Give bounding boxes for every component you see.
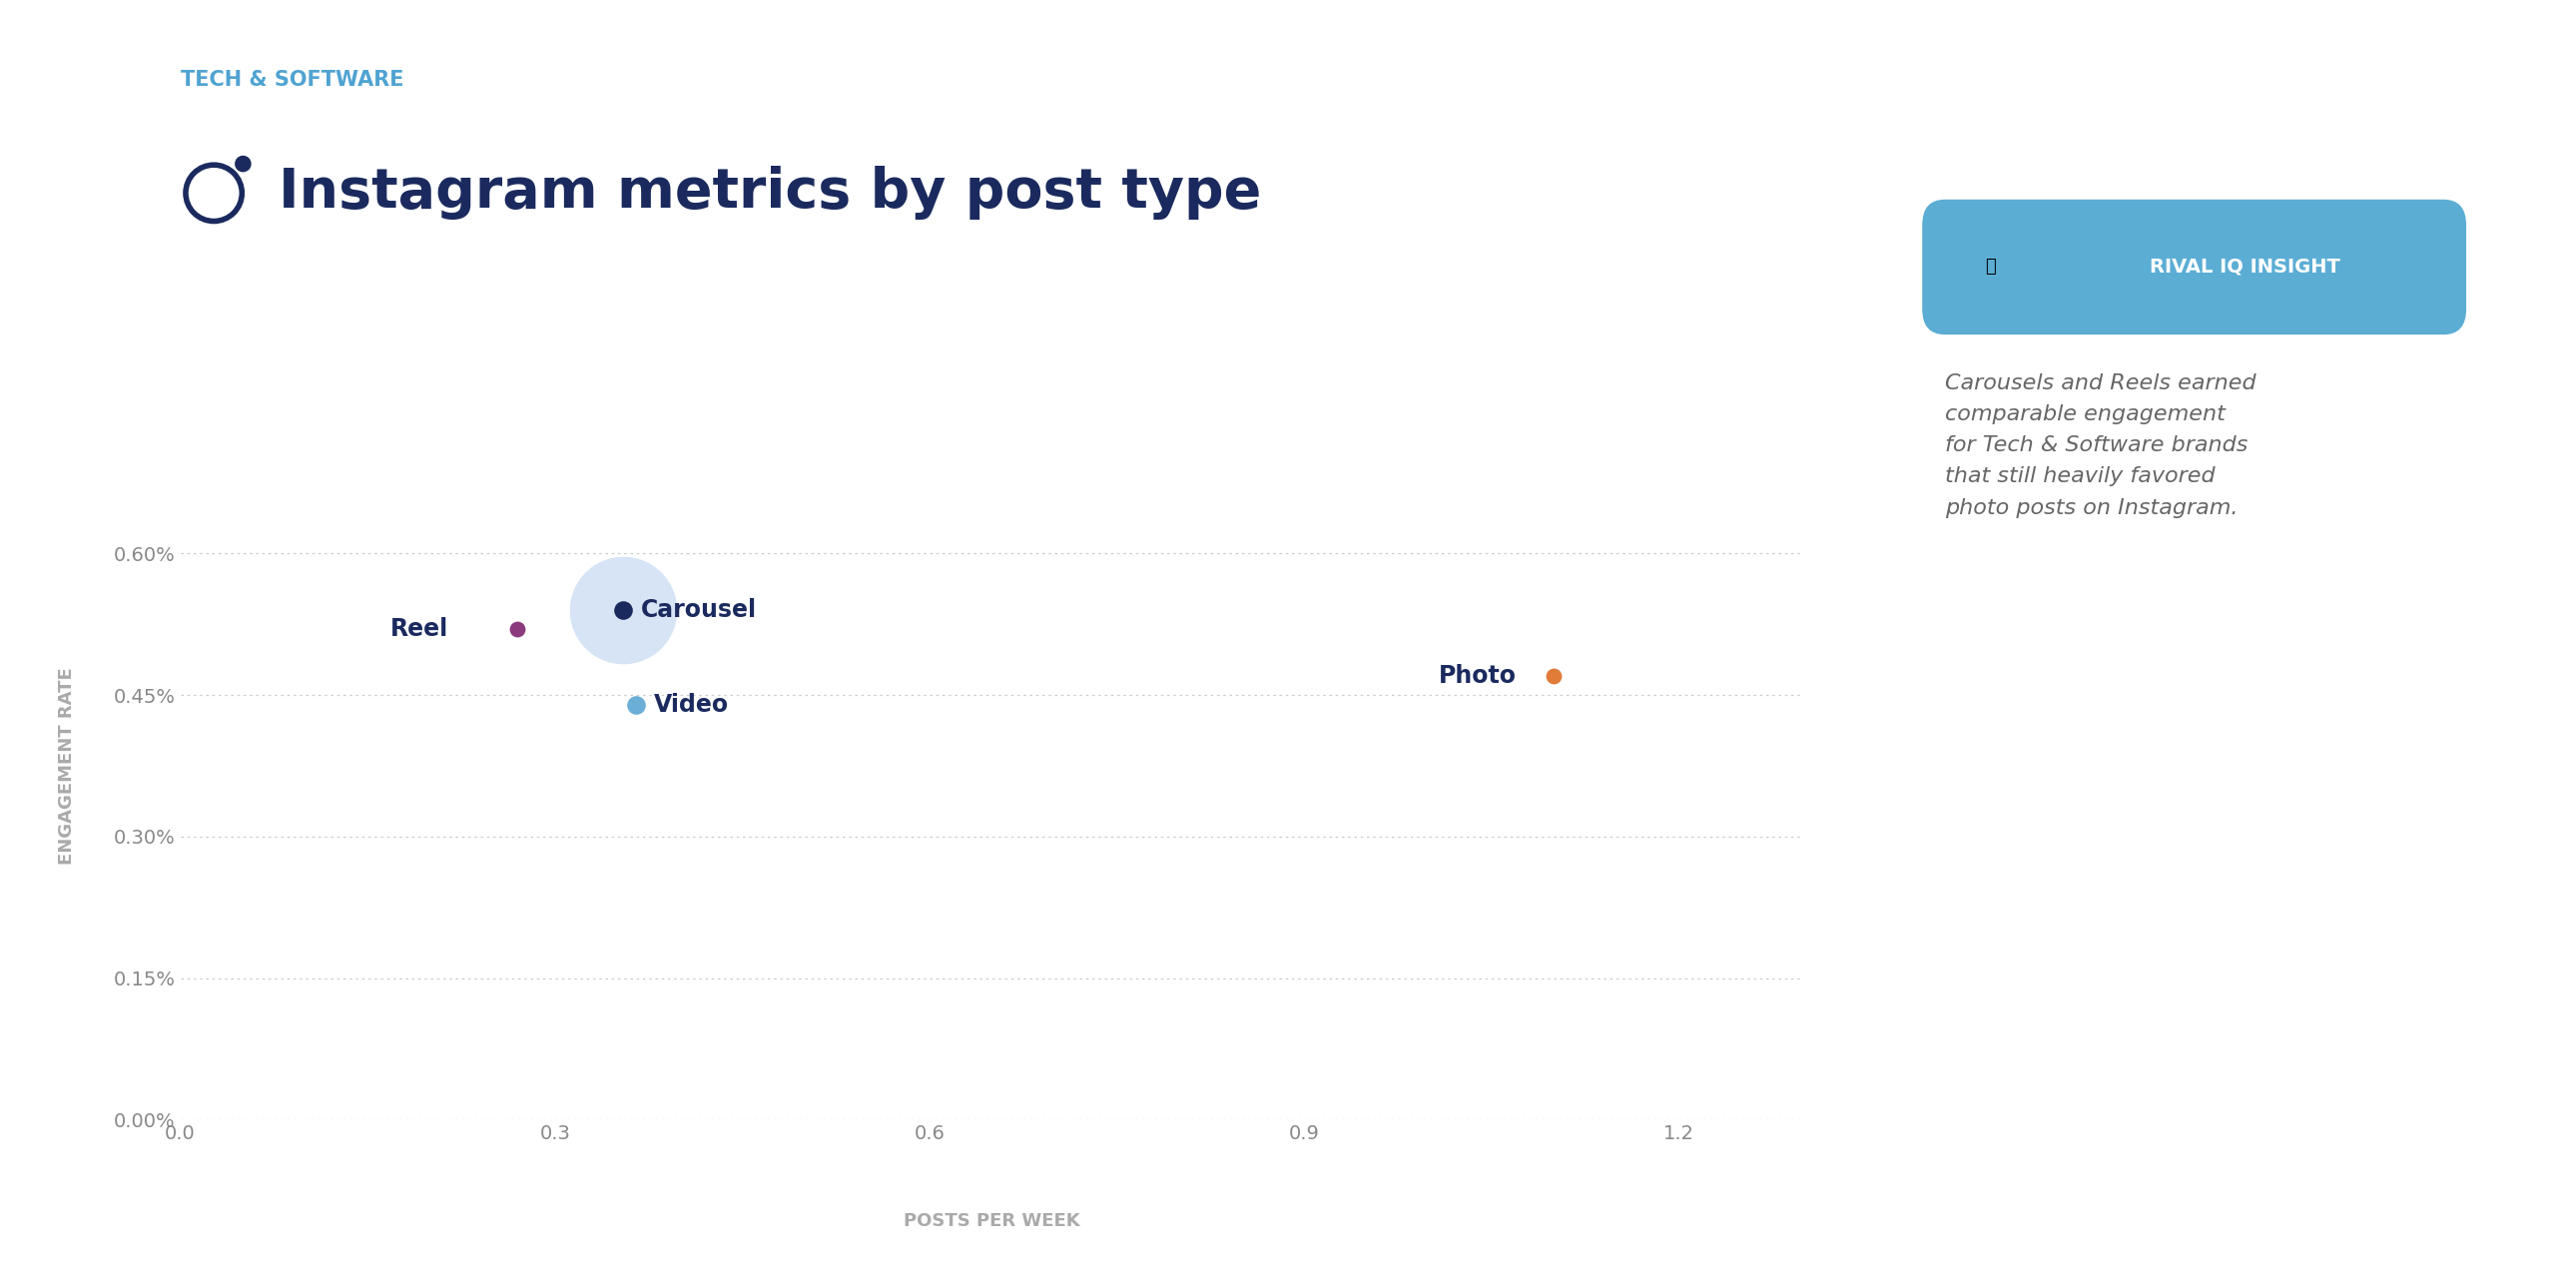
- Circle shape: [234, 156, 250, 171]
- Text: Carousel: Carousel: [641, 598, 757, 622]
- Text: Reel: Reel: [392, 616, 448, 641]
- Text: Instagram metrics by post type: Instagram metrics by post type: [278, 166, 1260, 220]
- Text: RIVAL IQ INSIGHT: RIVAL IQ INSIGHT: [2151, 257, 2342, 277]
- Text: Video: Video: [654, 692, 729, 717]
- Text: 💡: 💡: [1986, 259, 1996, 275]
- Point: [603, 600, 644, 620]
- Text: Carousels and Reels earned
comparable engagement
for Tech & Software brands
that: Carousels and Reels earned comparable en…: [1945, 373, 2257, 517]
- FancyBboxPatch shape: [1922, 199, 2465, 335]
- Text: TECH & SOFTWARE: TECH & SOFTWARE: [180, 69, 404, 90]
- Point: [497, 619, 538, 640]
- Text: Photo: Photo: [1437, 664, 1517, 689]
- Point: [1533, 665, 1574, 686]
- Text: ENGAGEMENT RATE: ENGAGEMENT RATE: [57, 667, 75, 865]
- Point: [616, 694, 657, 714]
- Text: POSTS PER WEEK: POSTS PER WEEK: [904, 1212, 1079, 1229]
- Point: [603, 600, 644, 620]
